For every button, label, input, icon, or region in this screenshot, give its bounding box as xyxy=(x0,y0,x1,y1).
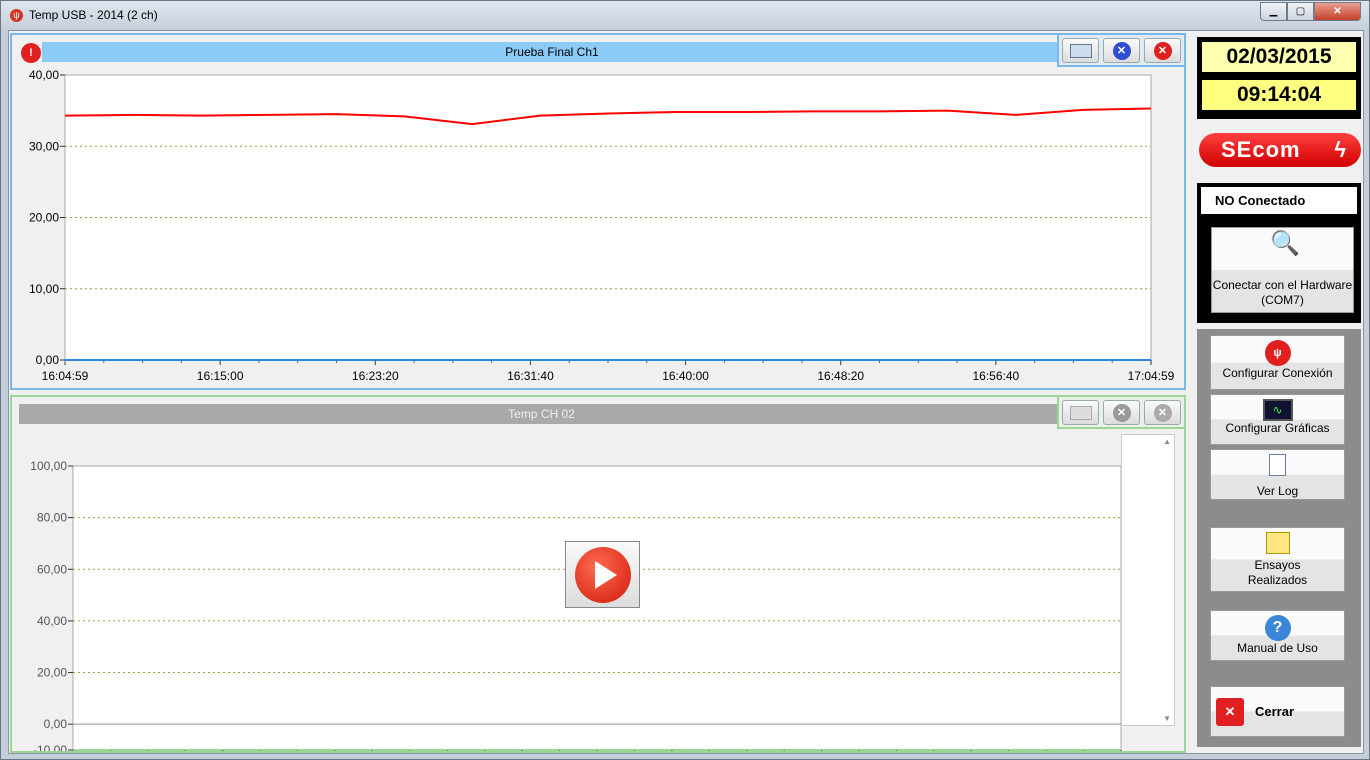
minimize-button[interactable]: ▁ xyxy=(1260,2,1287,21)
data-line xyxy=(64,107,1152,126)
y-tick-label: 20,00 xyxy=(29,211,59,225)
close-chart-button[interactable]: ✕ xyxy=(1144,38,1181,63)
x-tick-label: 16:48:20 xyxy=(817,369,864,383)
document-icon xyxy=(1269,454,1286,476)
close-chart-button[interactable]: ✕ xyxy=(1144,400,1181,425)
chart-toolbar: ✕ ✕ xyxy=(1057,35,1184,67)
side-panel: 02/03/2015 09:14:04 SEcom ϟ NO Conectado… xyxy=(1194,31,1364,753)
connection-box: NO Conectado 🔍 Conectar con el Hardware … xyxy=(1197,183,1361,323)
x-tick-label: 17:04:59 xyxy=(1128,369,1175,383)
cerrar-button[interactable]: ✕ Cerrar xyxy=(1210,686,1345,737)
y-tick-label: 0,00 xyxy=(36,353,60,367)
close-icon: ✕ xyxy=(1153,403,1172,422)
fit-icon xyxy=(1069,43,1092,58)
settings-button[interactable]: ✕ xyxy=(1103,400,1140,425)
x-tick-label: 16:56:40 xyxy=(972,369,1019,383)
button-label: Ver Log xyxy=(1256,484,1299,498)
close-icon: ✕ xyxy=(1153,41,1172,60)
fit-icon xyxy=(1069,405,1092,420)
y-tick-label: 40,00 xyxy=(37,614,67,628)
close-window-button[interactable]: ✕ xyxy=(1314,2,1361,21)
play-button[interactable] xyxy=(565,541,640,608)
button-label: Manual de Uso xyxy=(1237,641,1318,655)
y-tick-label: 30,00 xyxy=(29,139,59,153)
time-display: 09:14:04 xyxy=(1202,80,1356,110)
x-tick-label: 16:31:40 xyxy=(507,369,554,383)
date-display: 02/03/2015 xyxy=(1202,42,1356,72)
chart-ch1: 40,00 30,00 20,00 10,00 0,00 16:04:59 16:15:00… xyxy=(29,68,1175,383)
tools-icon: ✕ xyxy=(1112,41,1131,60)
configurar-graficas-button[interactable]: ∿ Configurar Gráficas xyxy=(1210,394,1345,445)
fit-button[interactable] xyxy=(1062,38,1099,63)
x-tick-label: 16:23:20 xyxy=(352,369,399,383)
y-tick-label: 100,00 xyxy=(30,459,67,473)
chart-toolbar: ✕ ✕ xyxy=(1057,397,1184,429)
button-label: Configurar Conexión xyxy=(1222,366,1333,380)
scroll-up-icon[interactable]: ▲ xyxy=(1163,437,1171,446)
tools-icon: ✕ xyxy=(1112,403,1131,422)
x-tick-label: 16:04:59 xyxy=(42,369,89,383)
chart-panel-ch2: Temp CH 02 100,00 80,00 60,00 40,00 20,00 0,0… xyxy=(10,395,1186,753)
button-label: Cerrar xyxy=(1255,704,1295,719)
y-tick-label: 40,00 xyxy=(29,68,59,82)
play-icon xyxy=(574,546,631,603)
window-title: Temp USB - 2014 (2 ch) xyxy=(29,8,158,22)
manual-de-uso-button[interactable]: ? Manual de Uso xyxy=(1210,610,1345,661)
hardware-search-icon: 🔍 xyxy=(1270,230,1300,257)
fit-button[interactable] xyxy=(1062,400,1099,425)
client-area: ! Prueba Final Ch1 40,00 30,00 20,00 10,00 0… xyxy=(8,30,1364,754)
menu-panel: ψ Configurar Conexión ∿ Configurar Gráfica… xyxy=(1197,329,1361,747)
y-tick-label: -10,00 xyxy=(33,743,67,751)
error-icon: ! xyxy=(21,43,41,63)
x-tick-label: 16:40:00 xyxy=(662,369,709,383)
connection-status: NO Conectado xyxy=(1201,187,1357,214)
y-tick-label: 10,00 xyxy=(29,282,59,296)
y-tick-label: 60,00 xyxy=(37,562,67,576)
help-icon: ? xyxy=(1264,615,1291,641)
connect-label: Conectar con el Hardware (COM7) xyxy=(1212,278,1353,307)
plot-area xyxy=(72,465,1122,751)
x-tick-label: 16:15:00 xyxy=(197,369,244,383)
close-x-icon: ✕ xyxy=(1216,698,1244,726)
notepad-icon xyxy=(1265,532,1290,554)
configurar-conexion-button[interactable]: ψ Configurar Conexión xyxy=(1210,335,1345,390)
chart-title: Prueba Final Ch1 xyxy=(42,42,1062,62)
button-label: Configurar Gráficas xyxy=(1225,421,1330,435)
usb-icon: ψ xyxy=(1264,340,1291,366)
connect-button[interactable]: 🔍 Conectar con el Hardware (COM7) xyxy=(1211,227,1354,313)
usb-app-icon: ψ xyxy=(10,9,23,22)
y-tick-label: 20,00 xyxy=(37,666,67,680)
chart-title: Temp CH 02 xyxy=(19,404,1064,424)
scrollbar[interactable]: ▲ ▼ xyxy=(1121,434,1175,726)
chart-ch2: 100,0080,0060,0040,0020,000,00-10,0009:1… xyxy=(30,459,1122,751)
maximize-button[interactable]: ▢ xyxy=(1287,2,1314,21)
y-tick-label: 0,00 xyxy=(44,717,68,731)
chart-panel-ch1: ! Prueba Final Ch1 40,00 30,00 20,00 10,00 0… xyxy=(10,33,1186,390)
ensayos-realizados-button[interactable]: Ensayos Realizados xyxy=(1210,527,1345,592)
button-label: Ensayos Realizados xyxy=(1247,558,1308,587)
scroll-down-icon[interactable]: ▼ xyxy=(1163,714,1171,723)
settings-button[interactable]: ✕ xyxy=(1103,38,1140,63)
oscilloscope-icon: ∿ xyxy=(1262,399,1293,421)
plot-area xyxy=(64,74,1152,361)
secom-logo: SEcom ϟ xyxy=(1199,133,1361,167)
y-tick-label: 80,00 xyxy=(37,511,67,525)
ver-log-button[interactable]: Ver Log xyxy=(1210,449,1345,500)
clock: 02/03/2015 09:14:04 xyxy=(1197,37,1361,119)
